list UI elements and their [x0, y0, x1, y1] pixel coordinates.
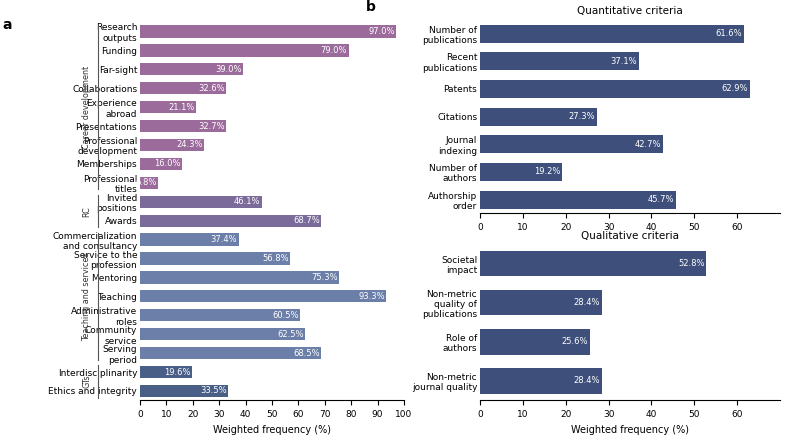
Text: RC: RC	[82, 206, 91, 216]
Text: b: b	[366, 0, 376, 15]
Bar	[140, 139, 204, 151]
Bar	[140, 63, 243, 75]
Text: 28.4%: 28.4%	[574, 376, 600, 385]
Bar	[480, 290, 602, 315]
Bar	[140, 26, 396, 37]
Bar	[140, 347, 321, 359]
Text: 39.0%: 39.0%	[215, 65, 242, 74]
Text: 60.5%: 60.5%	[272, 311, 298, 320]
Bar	[140, 309, 300, 321]
Text: 97.0%: 97.0%	[368, 27, 394, 36]
Text: 79.0%: 79.0%	[321, 46, 347, 55]
Bar	[140, 366, 192, 378]
Text: 37.1%: 37.1%	[610, 57, 638, 66]
X-axis label: Weighted frequency (%): Weighted frequency (%)	[571, 425, 689, 435]
Text: 52.8%: 52.8%	[678, 259, 705, 268]
Text: 28.4%: 28.4%	[574, 298, 600, 307]
Bar	[140, 177, 158, 189]
Text: 42.7%: 42.7%	[634, 140, 662, 149]
Text: 32.6%: 32.6%	[198, 84, 225, 93]
Bar	[140, 234, 238, 246]
Text: 68.7%: 68.7%	[294, 216, 320, 225]
Bar	[140, 44, 349, 56]
Bar	[480, 368, 602, 393]
Bar	[140, 271, 338, 283]
Title: Quantitative criteria: Quantitative criteria	[577, 6, 683, 16]
Bar	[480, 52, 639, 70]
Text: 6.8%: 6.8%	[135, 178, 157, 187]
Bar	[140, 120, 226, 132]
Bar	[480, 251, 706, 276]
Text: 24.3%: 24.3%	[176, 140, 203, 150]
Text: 61.6%: 61.6%	[716, 29, 742, 38]
Bar	[480, 191, 676, 209]
Bar	[140, 328, 305, 340]
Text: a: a	[2, 18, 12, 32]
Text: 75.3%: 75.3%	[311, 273, 338, 282]
Text: 93.3%: 93.3%	[358, 292, 385, 301]
Title: Qualitative criteria: Qualitative criteria	[581, 231, 679, 241]
Bar	[480, 25, 744, 43]
Bar	[480, 80, 750, 98]
Text: 46.1%: 46.1%	[234, 197, 260, 206]
Text: 62.9%: 62.9%	[722, 84, 748, 93]
X-axis label: Weighted frequency (%): Weighted frequency (%)	[213, 425, 331, 435]
Text: 33.5%: 33.5%	[201, 386, 227, 396]
Bar	[140, 82, 226, 94]
Bar	[140, 215, 322, 227]
Bar	[140, 158, 182, 170]
Text: 37.4%: 37.4%	[210, 235, 238, 244]
Text: Teaching and services: Teaching and services	[82, 252, 91, 341]
Bar	[140, 196, 262, 208]
Text: GTs: GTs	[82, 375, 91, 388]
Text: Career development: Career development	[82, 66, 91, 149]
Text: 19.2%: 19.2%	[534, 167, 561, 176]
Text: 68.5%: 68.5%	[293, 348, 319, 358]
Bar	[140, 385, 229, 397]
Bar	[140, 101, 196, 113]
Text: 27.3%: 27.3%	[569, 112, 595, 121]
Bar	[140, 290, 386, 302]
Text: 56.8%: 56.8%	[262, 254, 289, 263]
Bar	[480, 108, 597, 125]
Text: 25.6%: 25.6%	[562, 337, 588, 346]
Text: 62.5%: 62.5%	[277, 330, 304, 339]
Text: 45.7%: 45.7%	[648, 195, 674, 204]
Text: 32.7%: 32.7%	[198, 121, 225, 131]
Text: 16.0%: 16.0%	[154, 159, 181, 169]
Text: 21.1%: 21.1%	[168, 103, 194, 112]
Bar	[480, 163, 562, 181]
Text: 19.6%: 19.6%	[164, 367, 190, 377]
Bar	[480, 135, 663, 153]
Bar	[140, 253, 290, 264]
Bar	[480, 329, 590, 355]
